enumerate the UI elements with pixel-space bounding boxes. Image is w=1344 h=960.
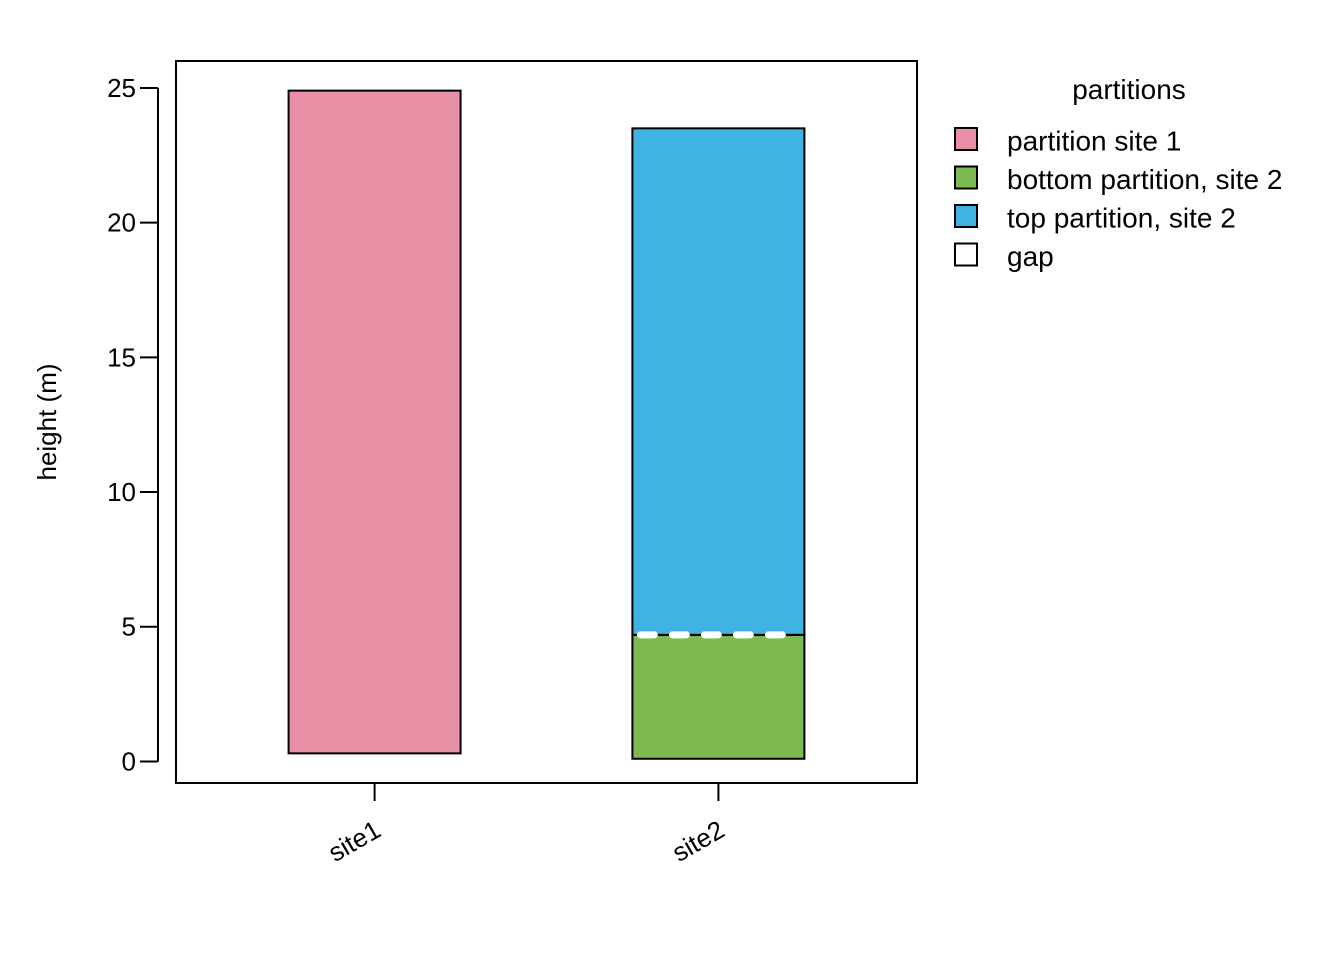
legend-title: partitions: [1072, 74, 1186, 105]
y-axis: 0 5 10 15 20 25: [107, 73, 159, 776]
y-tick-label-25: 25: [107, 73, 136, 103]
y-tick-label-5: 5: [122, 612, 136, 642]
y-axis-title: height (m): [32, 363, 62, 480]
legend-label-0: partition site 1: [1007, 126, 1181, 157]
x-tick-label-site1: site1: [323, 814, 386, 867]
legend-swatch-1: [954, 165, 978, 190]
legend-swatch-0: [954, 127, 978, 151]
y-tick-label-0: 0: [122, 746, 136, 776]
legend-label-3: gap: [1007, 241, 1054, 272]
x-axis: site1 site2: [323, 783, 729, 868]
bar-segment-bottom-partition-site-2: [631, 633, 806, 760]
legend: partitions partition site 1 bottom partit…: [954, 74, 1282, 272]
bar-segment-partition-site-1: [287, 89, 462, 755]
bar-segment-top-partition-site-2: [631, 127, 806, 636]
legend-swatch-3: [954, 242, 978, 267]
y-tick-label-15: 15: [107, 342, 136, 372]
legend-label-1: bottom partition, site 2: [1007, 164, 1282, 195]
x-tick-label-site2: site2: [667, 814, 730, 867]
legend-swatch-2: [954, 204, 978, 228]
plot-frame: [175, 60, 918, 784]
y-tick-label-20: 20: [107, 208, 136, 238]
legend-label-2: top partition, site 2: [1007, 203, 1236, 234]
bars-layer: [287, 89, 806, 760]
y-tick-label-10: 10: [107, 477, 136, 507]
